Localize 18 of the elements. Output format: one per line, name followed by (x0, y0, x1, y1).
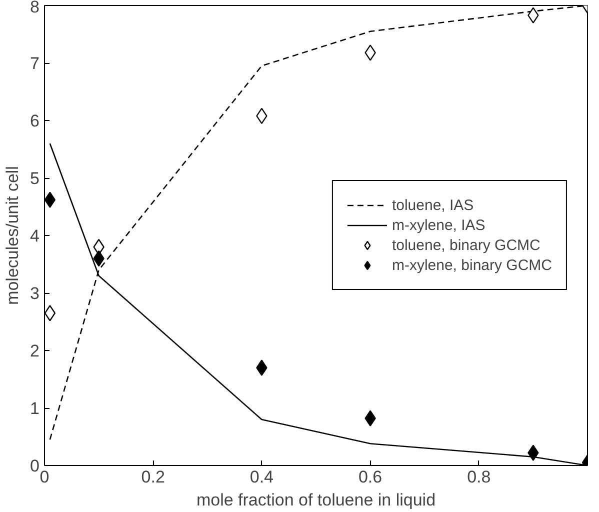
x-tick-label: 0.2 (141, 468, 165, 486)
y-tick-label: 3 (30, 284, 40, 303)
x-axis-title: mole fraction of toluene in liquid (196, 490, 436, 510)
y-tick-label: 8 (30, 0, 40, 16)
legend-label: m-xylene, binary GCMC (392, 256, 552, 274)
x-tick-label: 0.6 (358, 468, 382, 486)
y-tick-label: 4 (30, 226, 40, 246)
legend-label: m-xylene, IAS (392, 216, 486, 234)
y-tick-label: 6 (30, 112, 40, 130)
y-tick-label: 7 (30, 54, 40, 73)
y-tick-label: 1 (30, 399, 40, 418)
x-tick-label: 0.8 (467, 468, 491, 486)
x-tick-label: 0.4 (250, 468, 274, 486)
legend-label: toluene, IAS (392, 196, 474, 214)
y-tick-label: 2 (30, 342, 40, 360)
y-tick-label: 5 (30, 169, 40, 188)
y-axis-title: molecules/unit cell (3, 166, 22, 305)
legend-label: toluene, binary GCMC (392, 236, 540, 254)
